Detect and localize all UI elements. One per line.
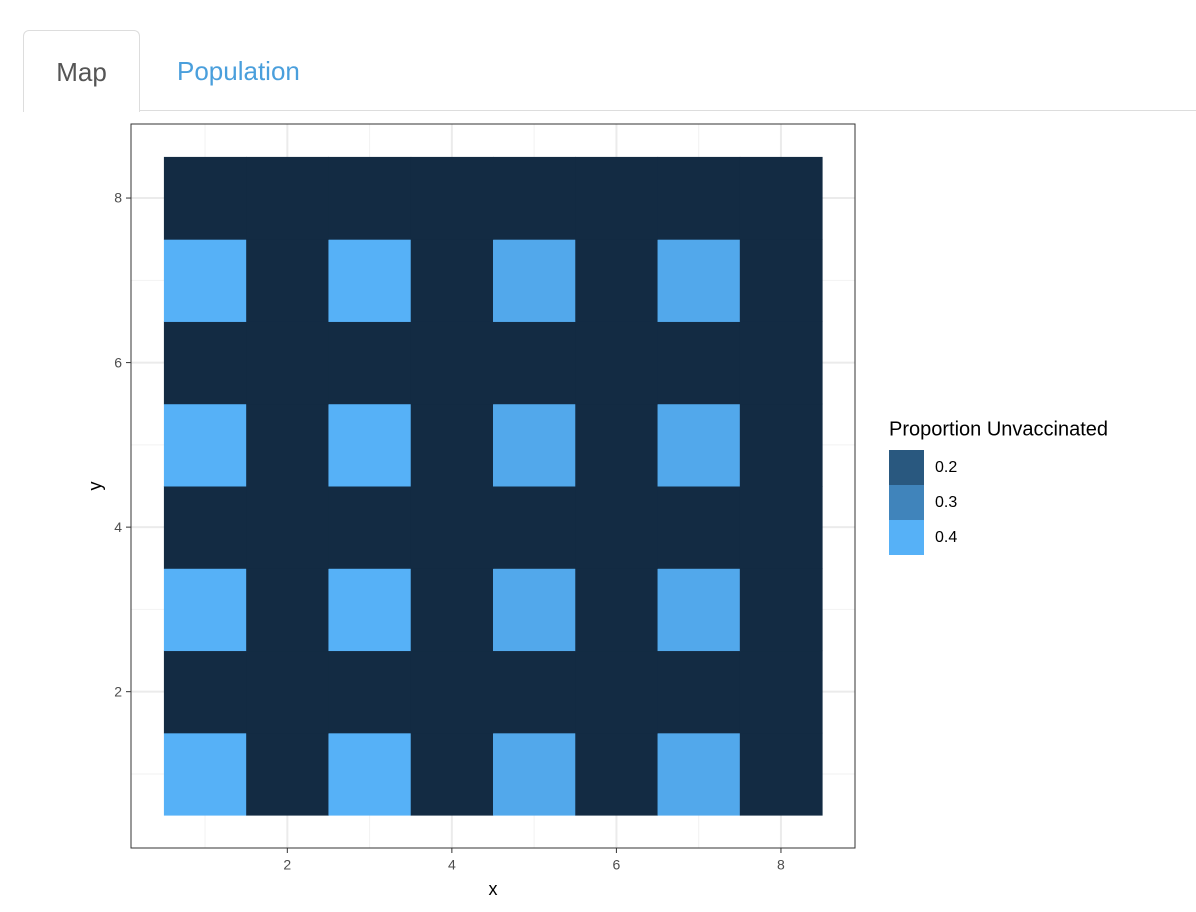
heatmap-cell	[657, 650, 741, 734]
heatmap-cell	[163, 486, 247, 569]
heatmap-cell	[163, 156, 247, 240]
legend-key	[889, 520, 924, 555]
heatmap-cell	[493, 486, 576, 569]
heatmap-cell	[328, 650, 412, 734]
heatmap-cell	[575, 156, 659, 240]
heatmap-cell	[246, 403, 329, 487]
x-tick-label: 4	[448, 857, 456, 873]
heatmap-cell	[657, 321, 741, 405]
heatmap-cell	[493, 732, 576, 816]
y-tick-label: 4	[114, 519, 122, 535]
legend-label: 0.4	[935, 529, 957, 546]
y-tick-label: 8	[114, 190, 122, 206]
heatmap-cell	[575, 321, 659, 405]
heatmap-cell	[246, 156, 329, 240]
heatmap-cell	[328, 403, 412, 487]
heatmap-cell	[163, 732, 247, 816]
heatmap-cell	[739, 403, 823, 487]
heatmap-cell	[575, 486, 659, 569]
heatmap-cell	[410, 732, 494, 816]
legend-title: Proportion Unvaccinated	[889, 418, 1108, 440]
heatmap-cell	[739, 239, 823, 322]
legend-label: 0.2	[935, 459, 957, 476]
legend-key	[889, 450, 924, 485]
x-axis-title: x	[489, 879, 498, 899]
heatmap-cell	[163, 239, 247, 322]
heatmap-cell	[410, 403, 494, 487]
heatmap-cell	[575, 403, 659, 487]
tab-underline	[139, 110, 1196, 111]
heatmap-cell	[493, 156, 576, 240]
heatmap-cell	[575, 650, 659, 734]
tab[interactable]: Population	[177, 56, 300, 86]
heatmap-cell	[246, 321, 329, 405]
heatmap-cell	[246, 732, 329, 816]
heatmap-cell	[410, 650, 494, 734]
y-tick-label: 2	[114, 683, 122, 699]
heatmap-cell	[493, 650, 576, 734]
heatmap-cell	[493, 568, 576, 652]
heatmap-cell	[410, 156, 494, 240]
x-tick-label: 6	[613, 857, 621, 873]
heatmap-cell	[493, 403, 576, 487]
heatmap-cell	[739, 650, 823, 734]
heatmap-cell	[575, 732, 659, 816]
heatmap-cell	[163, 568, 247, 652]
x-tick-label: 2	[283, 857, 291, 873]
legend-label: 0.3	[935, 494, 957, 511]
heatmap-cell	[493, 239, 576, 322]
heatmap-cell	[246, 650, 329, 734]
heatmap-cell	[657, 568, 741, 652]
panel-border	[130, 123, 856, 849]
heatmap-cell	[739, 156, 823, 240]
heatmap-cell	[410, 239, 494, 322]
heatmap-cell	[163, 403, 247, 487]
tab[interactable]: Map	[23, 30, 140, 112]
heatmap-cell	[410, 486, 494, 569]
heatmap-cell	[328, 732, 412, 816]
heatmap-cell	[163, 321, 247, 405]
heatmap-cell	[328, 156, 412, 240]
y-axis-title: y	[85, 482, 105, 491]
heatmap-cell	[410, 321, 494, 405]
y-tick-label: 6	[114, 354, 122, 370]
heatmap-cell	[657, 239, 741, 322]
heatmap-cell	[575, 239, 659, 322]
heatmap-cell	[163, 650, 247, 734]
heatmap-cell	[328, 568, 412, 652]
heatmap-cell	[575, 568, 659, 652]
heatmap-cell	[328, 239, 412, 322]
heatmap-cell	[246, 486, 329, 569]
tab-bar: Map Population	[0, 0, 1196, 112]
heatmap-cell	[657, 156, 741, 240]
x-tick-label: 8	[777, 857, 785, 873]
heatmap-cell	[410, 568, 494, 652]
heatmap-cell	[657, 403, 741, 487]
heatmap-cell	[246, 239, 329, 322]
heatmap-cell	[739, 732, 823, 816]
heatmap-cell	[657, 486, 741, 569]
heatmap-cell	[739, 568, 823, 652]
heatmap-cell	[739, 486, 823, 569]
heatmap-cell	[493, 321, 576, 405]
heatmap-cell	[246, 568, 329, 652]
heatmap-cell	[328, 321, 412, 405]
heatmap-cell	[328, 486, 412, 569]
legend-key	[889, 485, 924, 520]
heatmap-cell	[739, 321, 823, 405]
heatmap-cell	[657, 732, 741, 816]
